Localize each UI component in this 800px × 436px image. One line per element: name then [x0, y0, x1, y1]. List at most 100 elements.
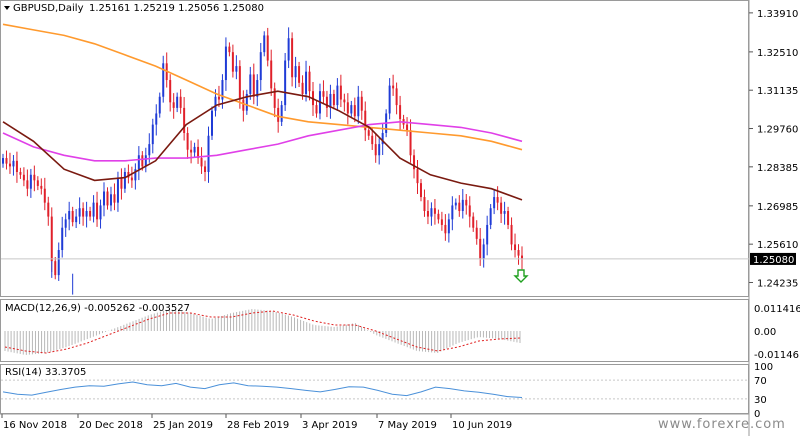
candle-body	[343, 99, 346, 103]
price-tick-label: 1.29760	[757, 125, 798, 136]
candle-body	[5, 158, 8, 164]
candle-body	[308, 71, 311, 92]
candle-body	[256, 80, 259, 97]
rsi-tick-label: 0	[754, 409, 760, 420]
ma-line-magenta	[2, 120, 523, 162]
current-price-box	[750, 252, 796, 265]
date-tick-label: 20 Dec 2018	[79, 420, 143, 431]
triangle-down-icon	[4, 6, 10, 10]
candle-body	[458, 202, 461, 212]
candle-body	[221, 80, 224, 100]
rsi-label: RSI(14) 33.3705	[5, 367, 86, 378]
candle-body	[172, 102, 175, 108]
candle-body	[54, 261, 57, 276]
candle-body	[15, 160, 18, 172]
ma-line-orange	[2, 23, 523, 151]
candle-body	[416, 169, 419, 184]
candle-body	[395, 88, 398, 106]
candle-body	[454, 202, 457, 206]
ma-line-brown	[2, 90, 523, 201]
candle-body	[47, 202, 50, 217]
macd-tick-label: 0.00	[754, 327, 776, 338]
candle-body	[273, 88, 276, 108]
candle-body	[461, 199, 464, 212]
candle-body	[378, 144, 381, 156]
candle-body	[350, 105, 353, 114]
candle-body	[50, 216, 53, 262]
candle-body	[137, 155, 140, 170]
candle-body	[210, 110, 213, 136]
candle-body	[430, 208, 433, 217]
candle-body	[169, 80, 172, 103]
candle-body	[332, 93, 335, 106]
candle-body	[284, 60, 287, 106]
date-axis: 16 Nov 2018 20 Dec 2018 25 Jan 2019 28 Feb …	[1, 414, 512, 431]
candle-body	[8, 163, 11, 167]
candle-body	[183, 107, 186, 133]
candle-body	[190, 149, 193, 153]
candlesticks	[2, 27, 523, 295]
candle-body	[2, 158, 4, 164]
price-tick-label: 1.25610	[757, 240, 798, 251]
date-tick-label: 25 Jan 2019	[153, 420, 213, 431]
candle-body	[298, 66, 301, 83]
candle-body	[197, 146, 200, 159]
candle-body	[26, 180, 29, 189]
candle-body	[134, 169, 137, 181]
candle-body	[238, 66, 241, 100]
candle-body	[507, 211, 510, 225]
candle-body	[468, 205, 471, 217]
candle-body	[113, 194, 116, 203]
candle-body	[64, 219, 67, 228]
date-tick-label: 28 Feb 2019	[227, 420, 289, 431]
price-tick-label: 1.24235	[757, 278, 798, 289]
candle-body	[120, 177, 123, 189]
rsi-panel[interactable]	[0, 364, 749, 414]
date-tick-label: 7 May 2019	[378, 420, 437, 431]
macd-tick-label: -0.011461	[754, 350, 800, 361]
rsi-indicator	[1, 379, 749, 400]
candle-body	[179, 96, 182, 108]
candle-body	[336, 85, 339, 106]
candle-body	[235, 66, 238, 72]
candle-body	[22, 174, 25, 181]
candle-body	[493, 197, 496, 209]
candle-body	[489, 208, 492, 225]
candle-body	[472, 216, 475, 228]
candle-body	[29, 174, 32, 189]
candle-body	[503, 211, 506, 214]
candle-body	[200, 158, 203, 167]
candle-body	[399, 105, 402, 120]
price-tick-label: 1.28385	[757, 163, 798, 174]
candle-body	[367, 130, 370, 136]
candle-body	[176, 96, 179, 108]
candle-body	[78, 208, 81, 217]
candle-body	[116, 177, 119, 203]
price-axis: 1.33910 1.32510 1.31135 1.29760 1.28385 1.269…	[749, 9, 798, 289]
candle-body	[482, 244, 485, 259]
macd-indicator	[4, 309, 521, 355]
price-tick-label: 1.33910	[757, 9, 798, 20]
candle-body	[479, 238, 482, 259]
candle-body	[465, 199, 468, 206]
macd-signal-line	[4, 310, 521, 354]
rsi-tick-label: 70	[754, 376, 767, 387]
candle-body	[426, 211, 429, 217]
date-tick-label: 3 Apr 2019	[302, 420, 357, 431]
candle-body	[151, 124, 154, 145]
candle-body	[186, 132, 189, 150]
candle-body	[514, 244, 517, 251]
candle-body	[263, 35, 266, 53]
candle-body	[103, 191, 106, 206]
candle-body	[141, 155, 144, 167]
candle-body	[92, 202, 95, 217]
current-price-tag: 1.25080	[1, 252, 796, 266]
candle-body	[364, 110, 367, 131]
date-tick-label: 10 Jun 2019	[452, 420, 512, 431]
price-panel[interactable]	[0, 0, 749, 297]
candle-body	[270, 60, 273, 89]
candle-body	[252, 74, 255, 97]
rsi-tick-label: 30	[754, 395, 767, 406]
candle-body	[130, 177, 133, 181]
